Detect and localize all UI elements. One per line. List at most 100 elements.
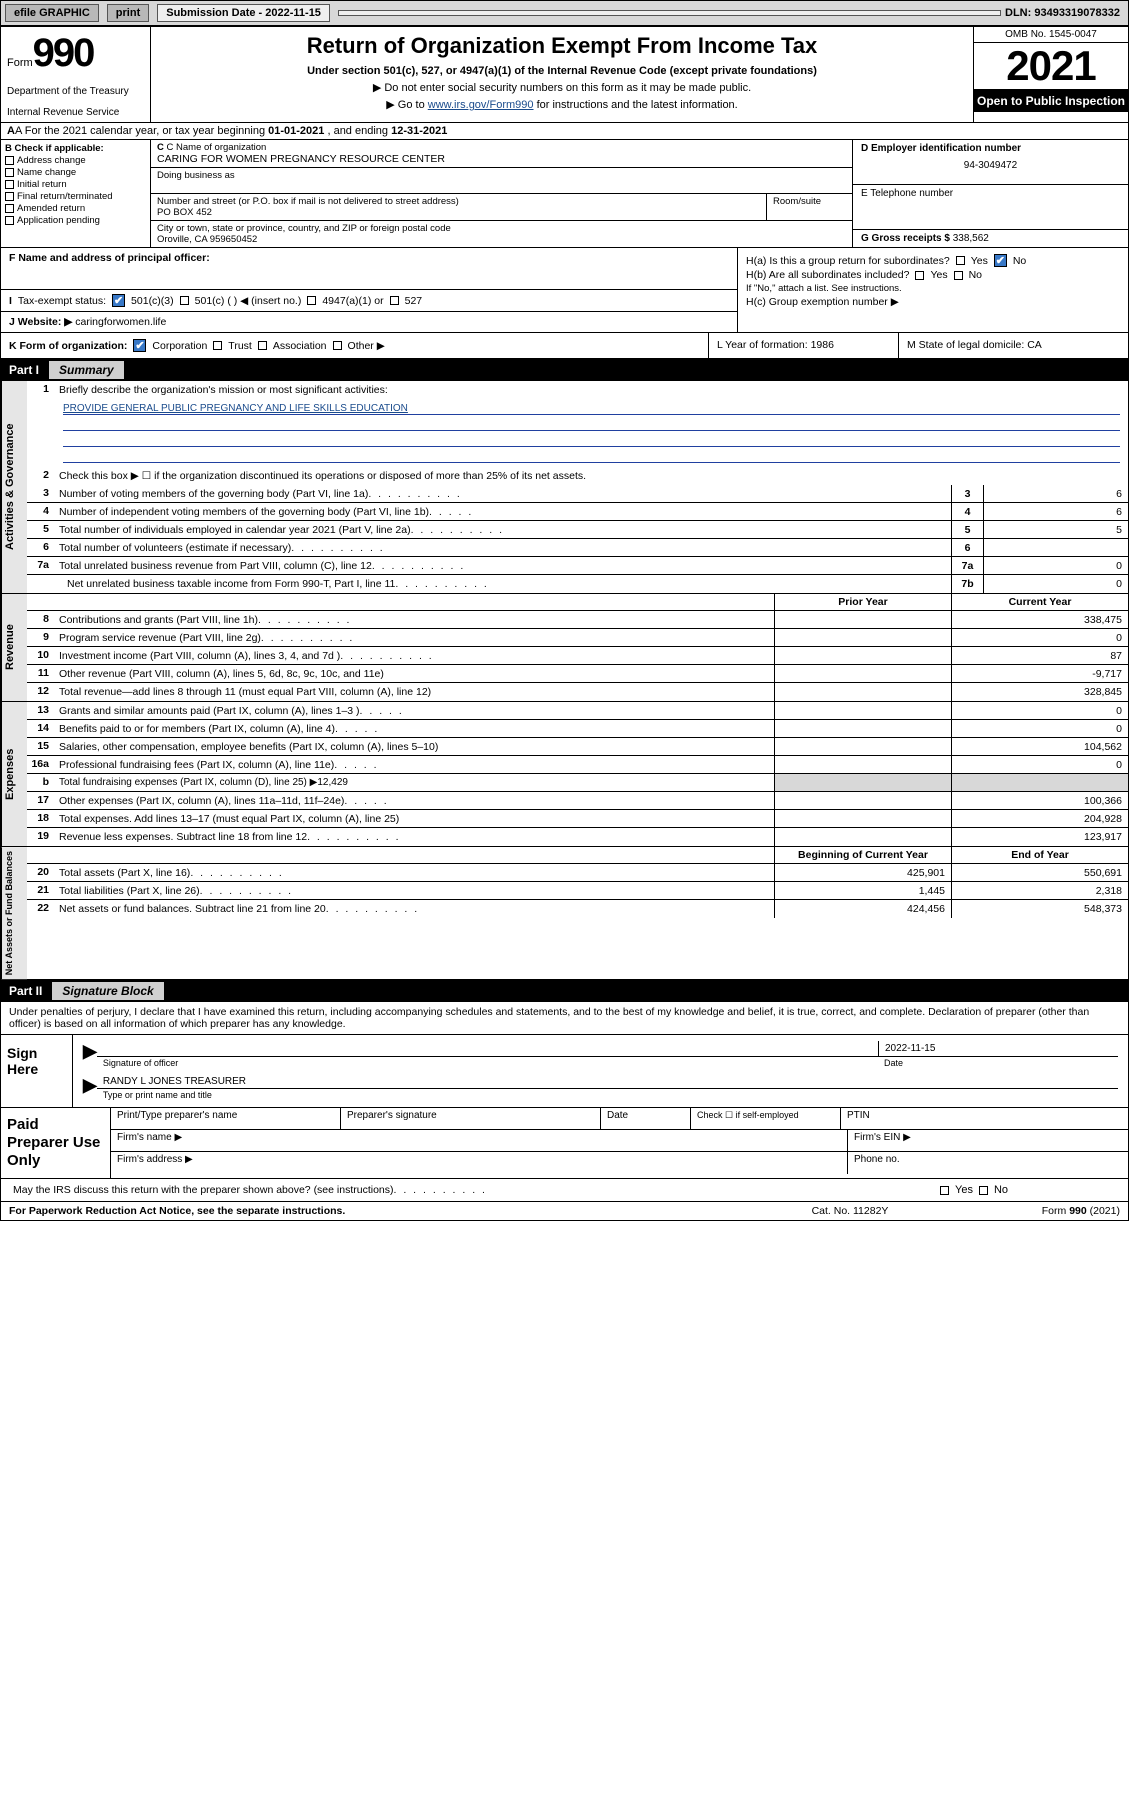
paid-preparer-block: Paid Preparer Use Only Print/Type prepar… [1,1108,1128,1179]
chk-address-change[interactable] [5,156,14,165]
chk-corp[interactable]: ✔ [133,339,146,352]
expenses-block: Expenses 13Grants and similar amounts pa… [1,702,1128,847]
irs-link[interactable]: www.irs.gov/Form990 [428,99,534,111]
mission-text: PROVIDE GENERAL PUBLIC PREGNANCY AND LIF… [63,401,1120,415]
hc-label: H(c) Group exemption number ▶ [746,296,1120,308]
line6-label: Total number of volunteers (estimate if … [55,539,951,556]
hb-note: If "No," attach a list. See instructions… [746,283,1120,294]
line11-label: Other revenue (Part VIII, column (A), li… [55,665,774,682]
preparer-name-label: Print/Type preparer's name [111,1108,341,1129]
line20-end: 550,691 [951,864,1128,881]
line12-label: Total revenue—add lines 8 through 11 (mu… [55,683,774,701]
vtab-expenses: Expenses [1,702,27,846]
officer-name: RANDY L JONES TREASURER [97,1075,1118,1089]
hb-label: H(b) Are all subordinates included? [746,269,909,281]
chk-4947[interactable] [307,296,316,305]
line21-label: Total liabilities (Part X, line 26) [55,882,774,899]
chk-app-pending[interactable] [5,216,14,225]
chk-ha-yes[interactable] [956,256,965,265]
net-assets-block: Net Assets or Fund Balances Beginning of… [1,847,1128,980]
instr-goto: ▶ Go to www.irs.gov/Form990 for instruct… [161,98,963,111]
line7b-val: 0 [983,575,1128,593]
line19-label: Revenue less expenses. Subtract line 18 … [55,828,774,846]
line18-label: Total expenses. Add lines 13–17 (must eq… [55,810,774,827]
chk-discuss-no[interactable] [979,1186,988,1195]
tax-year: 2021 [974,43,1128,90]
city-label: City or town, state or province, country… [157,223,846,234]
line22-label: Net assets or fund balances. Subtract li… [55,900,774,918]
form-header: Form 990 Department of the Treasury Inte… [1,27,1128,123]
chk-527[interactable] [390,296,399,305]
omb-number: OMB No. 1545-0047 [974,27,1128,43]
form-number: 990 [33,31,94,76]
caret-icon: ▶ [83,1041,97,1069]
chk-amended[interactable] [5,204,14,213]
chk-hb-no[interactable] [954,271,963,280]
sign-here-block: Sign Here ▶ 2022-11-15 Signature of offi… [1,1035,1128,1108]
line12-val: 328,845 [951,683,1128,701]
self-employed-chk: Check ☐ if self-employed [691,1108,841,1129]
activities-governance-block: Activities & Governance 1 Briefly descri… [1,381,1128,594]
line21-end: 2,318 [951,882,1128,899]
line2-label: Check this box ▶ ☐ if the organization d… [55,467,1128,485]
may-irs-discuss: May the IRS discuss this return with the… [9,1182,940,1198]
chk-501c3[interactable]: ✔ [112,294,125,307]
line4-label: Number of independent voting members of … [55,503,951,520]
line13-label: Grants and similar amounts paid (Part IX… [55,702,774,719]
line1-label: Briefly describe the organization's miss… [55,381,1128,399]
paid-preparer-label: Paid Preparer Use Only [1,1108,111,1178]
line3-label: Number of voting members of the governin… [55,485,951,502]
col-b-checkboxes: B Check if applicable: Address change Na… [1,140,151,247]
line14-label: Benefits paid to or for members (Part IX… [55,720,774,737]
line7a-label: Total unrelated business revenue from Pa… [55,557,951,574]
line6-val [983,539,1128,556]
instr-ssn: ▶ Do not enter social security numbers o… [161,81,963,94]
line7b-label: Net unrelated business taxable income fr… [55,575,951,593]
open-public-badge: Open to Public Inspection [974,90,1128,112]
l-year-formation: L Year of formation: 1986 [708,333,898,358]
line10-label: Investment income (Part VIII, column (A)… [55,647,774,664]
chk-final-return[interactable] [5,192,14,201]
line17-val: 100,366 [951,792,1128,809]
preparer-sig-label: Preparer's signature [341,1108,601,1129]
line4-val: 6 [983,503,1128,520]
revenue-block: Revenue Prior Year Current Year 8Contrib… [1,594,1128,702]
street-value: PO BOX 452 [157,207,760,218]
dba-label: Doing business as [157,170,846,181]
line5-label: Total number of individuals employed in … [55,521,951,538]
line22-end: 548,373 [951,900,1128,918]
print-button[interactable]: print [107,4,149,22]
penalty-statement: Under penalties of perjury, I declare th… [1,1002,1128,1035]
room-label: Room/suite [767,194,852,220]
line13-val: 0 [951,702,1128,719]
ha-label: H(a) Is this a group return for subordin… [746,255,950,267]
line3-val: 6 [983,485,1128,502]
chk-hb-yes[interactable] [915,271,924,280]
vtab-revenue: Revenue [1,594,27,701]
line15-val: 104,562 [951,738,1128,755]
chk-other[interactable] [333,341,342,350]
sig-date-val: 2022-11-15 [878,1041,1118,1056]
line19-val: 123,917 [951,828,1128,846]
sign-here-label: Sign Here [1,1035,73,1107]
chk-501c[interactable] [180,296,189,305]
col-c-name-address: C C Name of organization CARING FOR WOME… [151,140,853,247]
j-website: J Website: ▶ caringforwomen.life [1,312,737,332]
m-state-domicile: M State of legal domicile: CA [898,333,1128,358]
chk-name-change[interactable] [5,168,14,177]
col-h-group: H(a) Is this a group return for subordin… [738,248,1128,332]
col-d-e-g: D Employer identification number 94-3049… [853,140,1128,247]
block-f-h-i-j: F Name and address of principal officer:… [1,248,1128,333]
chk-ha-no[interactable]: ✔ [994,254,1007,267]
row-k-l-m: K Form of organization: ✔Corporation Tru… [1,333,1128,359]
line9-val: 0 [951,629,1128,646]
ein-value: 94-3049472 [861,160,1120,171]
line11-val: -9,717 [951,665,1128,682]
efile-button[interactable]: efile GRAPHIC [5,4,99,22]
line16a-val: 0 [951,756,1128,773]
chk-initial-return[interactable] [5,180,14,189]
chk-assoc[interactable] [258,341,267,350]
chk-discuss-yes[interactable] [940,1186,949,1195]
form-label: Form [7,57,33,69]
chk-trust[interactable] [213,341,222,350]
